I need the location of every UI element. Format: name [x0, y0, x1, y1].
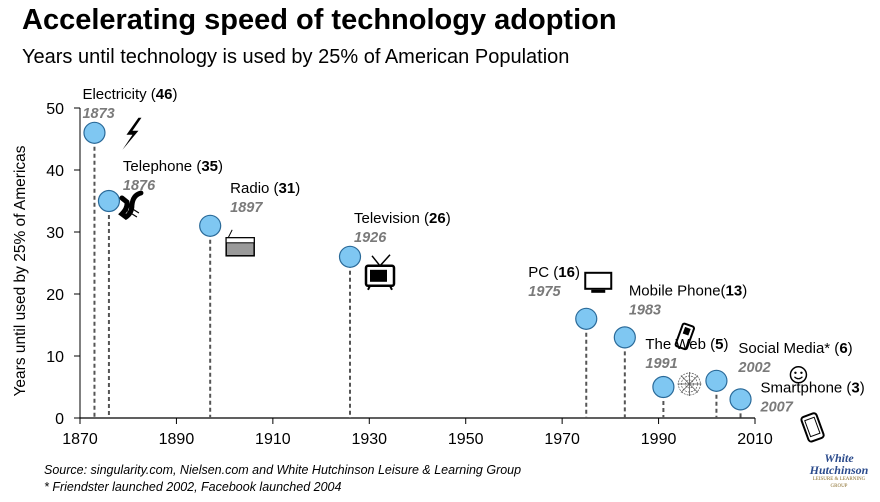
y-axis-label: Years until used by 25% of Americas — [12, 145, 29, 396]
data-label-value: 5 — [715, 336, 723, 353]
lightning-icon — [122, 117, 142, 150]
data-label: Mobile Phone(13) — [629, 282, 747, 299]
x-tick-label: 1910 — [255, 431, 291, 448]
data-label-close: ) — [295, 180, 300, 197]
logo-word-1: White — [824, 451, 854, 465]
spider-web-icon — [677, 372, 702, 396]
data-year-label: 2007 — [760, 399, 794, 415]
source-line: Source: singularity.com, Nielsen.com and… — [44, 463, 522, 477]
y-tick-label: 50 — [46, 101, 64, 118]
data-label-close: ) — [446, 210, 451, 227]
data-year-label: 1991 — [645, 356, 677, 372]
y-tick-label: 40 — [46, 163, 64, 180]
y-tick-label: 0 — [55, 411, 64, 428]
data-point-telephone: Telephone (35) 1876 — [97, 158, 223, 418]
data-label-value: 6 — [839, 340, 847, 357]
data-label: Social Media* (6) — [738, 340, 852, 357]
footnote-line: * Friendster launched 2002, Facebook lau… — [44, 480, 342, 494]
data-year-label: 1897 — [230, 200, 263, 216]
data-marker — [705, 369, 728, 392]
data-label-name: Smartphone ( — [761, 379, 852, 396]
y-tick-label: 10 — [46, 349, 64, 366]
logo-word-2: Hutchinson — [809, 463, 869, 477]
data-label: Electricity (46) — [82, 86, 177, 103]
logo-subtitle: LEISURE & LEARNING GROUP — [812, 477, 866, 489]
chart-subtitle: Years until technology is used by 25% of… — [22, 46, 570, 68]
data-label: Television (26) — [354, 210, 451, 227]
data-year-label: 2002 — [737, 360, 770, 376]
white-hutchinson-logo: White Hutchinson LEISURE & LEARNING GROU… — [808, 452, 870, 494]
y-tick-label: 20 — [46, 287, 64, 304]
x-tick-label: 2010 — [737, 431, 773, 448]
data-marker — [729, 388, 752, 411]
data-label: PC (16) — [528, 264, 580, 281]
data-point-smartphone: Smartphone (3) 2007 — [729, 379, 865, 443]
x-tick-label: 1950 — [448, 431, 484, 448]
data-label-name: PC ( — [528, 264, 558, 281]
x-tick-label: 1870 — [62, 431, 98, 448]
data-marker — [83, 121, 106, 144]
smiley-icon — [789, 366, 808, 384]
data-marker — [652, 375, 675, 399]
data-label-close: ) — [723, 336, 728, 353]
data-label: Telephone (35) — [123, 158, 223, 175]
x-tick-label: 1970 — [544, 431, 580, 448]
smartphone-icon — [800, 412, 825, 443]
data-label-name: Electricity ( — [82, 86, 155, 103]
data-year-label: 1983 — [629, 302, 661, 318]
data-year-label: 1876 — [123, 178, 156, 194]
data-point-radio: Radio (31) 1897 — [199, 180, 300, 418]
data-label-name: Radio ( — [230, 180, 278, 197]
data-point-mobile-phone: Mobile Phone(13) 1983 — [613, 282, 747, 418]
source-note: Source: singularity.com, Nielsen.com and… — [44, 462, 521, 496]
data-point-electricity: Electricity (46) 1873 — [82, 86, 177, 418]
data-label: Smartphone (3) — [761, 379, 865, 396]
television-icon — [364, 254, 396, 291]
data-label-close: ) — [218, 158, 223, 175]
data-label-close: ) — [848, 340, 853, 357]
data-marker — [613, 326, 636, 349]
data-point-the-web: The Web (5) 1991 — [645, 336, 728, 418]
data-label-value: 46 — [156, 86, 173, 103]
data-label-close: ) — [860, 379, 865, 396]
data-label-value: 35 — [201, 158, 218, 175]
mobile-phone-icon — [674, 322, 696, 351]
data-year-label: 1975 — [528, 284, 561, 300]
data-label-close: ) — [742, 282, 747, 299]
chart-title: Accelerating speed of technology adoptio… — [22, 4, 617, 36]
phone-handset-icon — [118, 190, 144, 221]
data-label-value: 26 — [429, 210, 446, 227]
data-label: Radio (31) — [230, 180, 300, 197]
data-label-name: The Web ( — [645, 336, 715, 353]
data-point-social-media: Social Media* (6) 2002 — [705, 340, 853, 418]
data-label-name: Telephone ( — [123, 158, 201, 175]
data-label-value: 13 — [726, 282, 743, 299]
data-label-close: ) — [575, 264, 580, 281]
y-tick-label: 30 — [46, 225, 64, 242]
data-label-name: Television ( — [354, 210, 429, 227]
data-marker — [199, 214, 222, 237]
data-label-value: 16 — [558, 264, 575, 281]
data-year-label: 1926 — [354, 230, 387, 246]
x-tick-label: 1990 — [641, 431, 677, 448]
data-point-television: Television (26) 1926 — [338, 210, 451, 418]
data-marker — [338, 245, 362, 268]
data-marker — [97, 189, 121, 213]
data-label-value: 3 — [851, 379, 859, 396]
x-tick-label: 1930 — [351, 431, 387, 448]
data-label-name: Social Media* ( — [738, 340, 839, 357]
monitor-icon — [584, 271, 613, 293]
data-year-label: 1873 — [82, 106, 114, 122]
data-label-name: Mobile Phone( — [629, 282, 726, 299]
radio-icon — [225, 229, 255, 257]
data-label: The Web (5) — [645, 336, 728, 353]
data-label-value: 31 — [279, 180, 296, 197]
data-label-close: ) — [172, 86, 177, 103]
x-tick-label: 1890 — [159, 431, 195, 448]
data-marker — [575, 307, 598, 330]
data-point-pc: PC (16) 1975 — [528, 264, 613, 418]
